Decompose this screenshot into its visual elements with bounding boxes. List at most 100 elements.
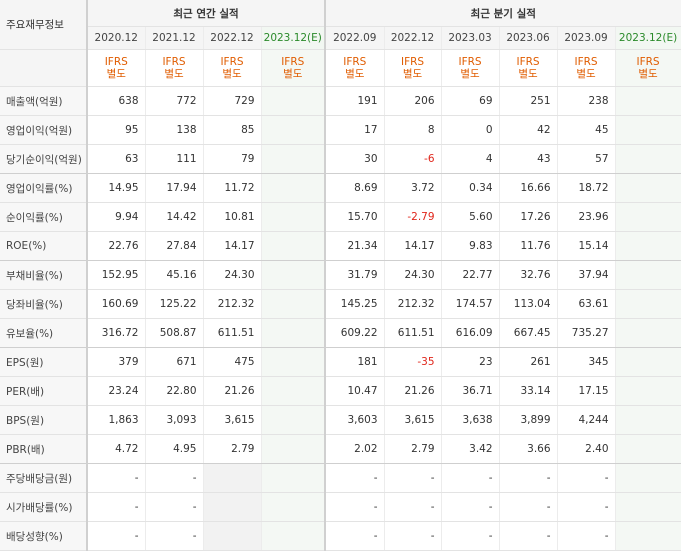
accounting-basis-cell: IFRS 별도 [557, 49, 616, 87]
quarterly-value-cell: - [441, 492, 500, 522]
quarterly-value-cell: - [441, 521, 500, 551]
quarterly-value-cell [615, 405, 681, 435]
annual-value-cell: 2.79 [203, 434, 262, 464]
quarterly-value-cell: - [499, 492, 558, 522]
table-row: 영업이익(억원) 95 138 85 17 8 0 42 45 [0, 115, 681, 145]
metric-label: 주당배당금(원) [0, 463, 88, 493]
quarterly-value-cell: 24.30 [384, 260, 442, 290]
quarterly-value-cell: 30 [325, 144, 385, 174]
quarterly-value-cell [615, 463, 681, 493]
annual-value-cell: 125.22 [145, 289, 204, 319]
quarterly-value-cell: 22.77 [441, 260, 500, 290]
annual-value-cell: 14.95 [87, 173, 146, 203]
annual-value-cell: 22.76 [87, 231, 146, 261]
quarterly-value-cell: 238 [557, 86, 616, 116]
quarterly-value-cell: 23 [441, 347, 500, 377]
quarterly-value-cell: 2.40 [557, 434, 616, 464]
table-row: 유보율(%) 316.72 508.87 611.51 609.22 611.51 616.… [0, 318, 681, 348]
quarterly-value-cell [615, 86, 681, 116]
annual-value-cell: 379 [87, 347, 146, 377]
metric-label: 매출액(억원) [0, 86, 88, 116]
annual-value-cell: 24.30 [203, 260, 262, 290]
quarterly-value-cell [615, 347, 681, 377]
quarterly-value-cell: -2.79 [384, 202, 442, 232]
basis-standard: IFRS [343, 56, 367, 68]
annual-value-cell: 638 [87, 86, 146, 116]
basis-row-label [0, 49, 88, 87]
quarterly-value-cell: 17 [325, 115, 385, 145]
annual-value-cell [261, 202, 327, 232]
annual-value-cell: 671 [145, 347, 204, 377]
quarterly-value-cell: 17.26 [499, 202, 558, 232]
quarterly-value-cell: 3,638 [441, 405, 500, 435]
quarterly-value-cell: 611.51 [384, 318, 442, 348]
quarterly-value-cell: 609.22 [325, 318, 385, 348]
annual-value-cell [261, 318, 327, 348]
accounting-basis-cell: IFRS 별도 [145, 49, 204, 87]
quarterly-value-cell [615, 173, 681, 203]
quarterly-value-cell: 15.14 [557, 231, 616, 261]
quarterly-value-cell: 8 [384, 115, 442, 145]
quarterly-value-cell: 0 [441, 115, 500, 145]
table-row: PER(배) 23.24 22.80 21.26 10.47 21.26 36.71 33.1… [0, 376, 681, 406]
period-header: 2022.12 [384, 26, 442, 50]
table-row: ROE(%) 22.76 27.84 14.17 21.34 14.17 9.83 11.76… [0, 231, 681, 261]
table-row: 배당성향(%) - - - - - - - [0, 521, 681, 551]
quarterly-value-cell: 16.66 [499, 173, 558, 203]
table-row: 순이익률(%) 9.94 14.42 10.81 15.70 -2.79 5.60 17.26… [0, 202, 681, 232]
quarterly-value-cell: 37.94 [557, 260, 616, 290]
annual-value-cell: 111 [145, 144, 204, 174]
quarterly-value-cell: 145.25 [325, 289, 385, 319]
quarterly-value-cell: 23.96 [557, 202, 616, 232]
quarterly-value-cell [615, 144, 681, 174]
quarterly-value-cell: - [499, 521, 558, 551]
quarterly-value-cell: 18.72 [557, 173, 616, 203]
quarterly-value-cell [615, 115, 681, 145]
quarterly-value-cell: 616.09 [441, 318, 500, 348]
annual-value-cell [261, 86, 327, 116]
annual-value-cell [261, 463, 327, 493]
quarterly-value-cell: 32.76 [499, 260, 558, 290]
annual-value-cell: 10.81 [203, 202, 262, 232]
metric-label: PER(배) [0, 376, 88, 406]
metric-label: 유보율(%) [0, 318, 88, 348]
annual-value-cell: 508.87 [145, 318, 204, 348]
table-row: 주당배당금(원) - - - - - - - [0, 463, 681, 493]
quarterly-value-cell: 21.34 [325, 231, 385, 261]
metric-label: PBR(배) [0, 434, 88, 464]
quarterly-value-cell: - [557, 521, 616, 551]
accounting-basis-cell: IFRS 별도 [87, 49, 146, 87]
annual-value-cell [261, 231, 327, 261]
quarterly-value-cell [615, 318, 681, 348]
quarterly-value-cell: 15.70 [325, 202, 385, 232]
annual-value-cell: - [87, 521, 146, 551]
quarterly-value-cell: 33.14 [499, 376, 558, 406]
metric-label: 배당성향(%) [0, 521, 88, 551]
quarterly-value-cell: 3.42 [441, 434, 500, 464]
annual-value-cell: 160.69 [87, 289, 146, 319]
annual-value-cell: 316.72 [87, 318, 146, 348]
annual-value-cell: 14.17 [203, 231, 262, 261]
quarterly-value-cell: - [441, 463, 500, 493]
period-header: 2023.09 [557, 26, 616, 50]
quarterly-value-cell: 9.83 [441, 231, 500, 261]
metric-label: 부채비율(%) [0, 260, 88, 290]
basis-type: 별도 [518, 68, 538, 80]
annual-value-cell [261, 434, 327, 464]
annual-value-cell: 95 [87, 115, 146, 145]
basis-type: 별도 [106, 68, 126, 80]
quarterly-value-cell [615, 202, 681, 232]
quarterly-value-cell: 69 [441, 86, 500, 116]
basis-standard: IFRS [400, 56, 425, 68]
basis-type: 별도 [638, 68, 658, 80]
annual-value-cell: 152.95 [87, 260, 146, 290]
annual-value-cell: 23.24 [87, 376, 146, 406]
quarterly-value-cell: 63.61 [557, 289, 616, 319]
quarterly-value-cell: 2.79 [384, 434, 442, 464]
annual-value-cell: - [87, 492, 146, 522]
quarterly-value-cell: 4,244 [557, 405, 616, 435]
quarterly-value-cell: 3,899 [499, 405, 558, 435]
quarterly-value-cell: 17.15 [557, 376, 616, 406]
accounting-basis-cell: IFRS 별도 [325, 49, 385, 87]
